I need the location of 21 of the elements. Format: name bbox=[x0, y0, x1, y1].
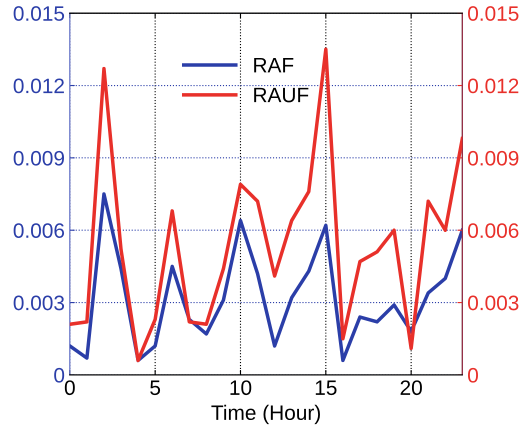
y2-tick-label: 0.003 bbox=[468, 296, 518, 310]
y-tick-label: 0 bbox=[54, 368, 64, 383]
legend-label: RAF bbox=[254, 58, 294, 72]
x-tick-label: 15 bbox=[316, 380, 337, 396]
y2-tick-label: 0 bbox=[468, 368, 478, 383]
x-tick-label: 0 bbox=[64, 380, 75, 396]
x-tick-label: 20 bbox=[400, 380, 422, 396]
x-axis-title: Time (Hour) bbox=[211, 404, 320, 424]
y2-tick-label: 0.009 bbox=[468, 150, 518, 166]
y-tick-label: 0.003 bbox=[14, 296, 64, 310]
y2-tick-label: 0.012 bbox=[468, 78, 518, 94]
y-tick-label: 0.015 bbox=[14, 6, 64, 21]
y2-tick-label: 0.006 bbox=[468, 223, 518, 238]
y2-tick-label: 0.015 bbox=[468, 6, 518, 21]
y-tick-label: 0.009 bbox=[14, 150, 64, 166]
y-tick-label: 0.012 bbox=[14, 78, 64, 94]
legend-label: RAUF bbox=[254, 88, 308, 102]
x-tick-label: 10 bbox=[230, 380, 252, 396]
x-tick-label: 5 bbox=[150, 380, 160, 396]
line-series bbox=[70, 48, 462, 362]
y-tick-label: 0.006 bbox=[14, 223, 64, 238]
